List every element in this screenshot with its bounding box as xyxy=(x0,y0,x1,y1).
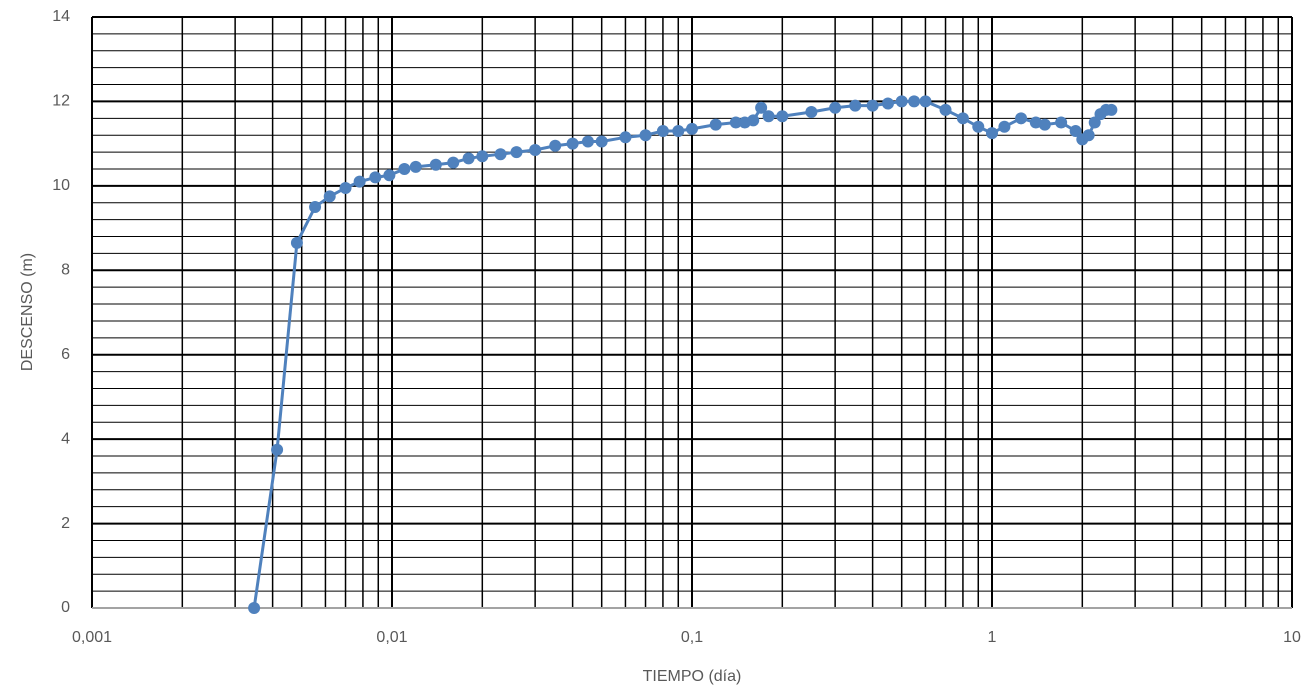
y-tick-label: 4 xyxy=(61,430,70,447)
data-point xyxy=(709,118,722,131)
data-point xyxy=(972,120,985,133)
data-point xyxy=(1038,118,1051,131)
data-point xyxy=(1029,116,1042,129)
data-point xyxy=(805,105,818,118)
data-point xyxy=(729,116,742,129)
data-point xyxy=(1082,129,1095,142)
data-point xyxy=(476,150,489,163)
data-point xyxy=(919,95,932,108)
x-tick-label: 0,1 xyxy=(681,629,703,646)
data-point xyxy=(866,99,879,112)
data-point xyxy=(1088,116,1101,129)
data-point xyxy=(639,129,652,142)
data-point xyxy=(762,110,775,123)
x-tick-label: 0,01 xyxy=(376,629,407,646)
data-point xyxy=(323,190,336,203)
data-point xyxy=(1069,124,1082,137)
data-point xyxy=(510,146,523,159)
data-point xyxy=(881,97,894,110)
data-point xyxy=(339,181,352,194)
data-point xyxy=(529,143,542,156)
data-point xyxy=(290,236,303,249)
data-point xyxy=(939,103,952,116)
data-point xyxy=(248,602,261,614)
data-point xyxy=(1105,103,1118,116)
data-point xyxy=(462,152,475,165)
data-point xyxy=(829,101,842,114)
x-tick-label: 10 xyxy=(1283,629,1301,646)
data-point xyxy=(581,135,594,148)
y-tick-label: 8 xyxy=(61,262,70,279)
data-point xyxy=(656,124,669,137)
data-point xyxy=(494,148,507,161)
data-point xyxy=(672,124,685,137)
data-point xyxy=(747,114,760,127)
data-point xyxy=(595,135,608,148)
x-tick-label: 0,001 xyxy=(72,629,112,646)
data-point xyxy=(369,171,382,184)
data-point xyxy=(429,158,442,171)
x-axis-label: TIEMPO (día) xyxy=(643,668,742,685)
y-axis-label: DESCENSO (m) xyxy=(19,253,36,371)
y-tick-label: 6 xyxy=(61,346,70,363)
data-point xyxy=(447,156,460,169)
data-point xyxy=(776,110,789,123)
data-point xyxy=(986,127,998,140)
data-point xyxy=(383,169,396,182)
data-point xyxy=(908,95,921,108)
data-point xyxy=(956,112,969,125)
y-tick-label: 14 xyxy=(52,8,70,25)
data-point xyxy=(271,443,284,456)
data-point xyxy=(998,120,1011,133)
data-point xyxy=(409,160,422,173)
data-point xyxy=(566,137,579,150)
data-point xyxy=(895,95,908,108)
y-tick-label: 2 xyxy=(61,515,70,532)
y-tick-label: 12 xyxy=(52,93,70,110)
data-point xyxy=(1015,112,1028,125)
data-point xyxy=(398,162,411,175)
data-point xyxy=(686,122,698,135)
y-tick-label: 0 xyxy=(61,599,70,616)
y-tick-label: 10 xyxy=(52,177,70,194)
data-point xyxy=(1055,116,1068,129)
data-point xyxy=(849,99,862,112)
data-point xyxy=(755,101,768,114)
data-point xyxy=(549,139,562,152)
data-point xyxy=(619,131,632,144)
data-point xyxy=(309,200,322,213)
x-tick-label: 1 xyxy=(988,629,997,646)
data-point xyxy=(353,175,366,188)
